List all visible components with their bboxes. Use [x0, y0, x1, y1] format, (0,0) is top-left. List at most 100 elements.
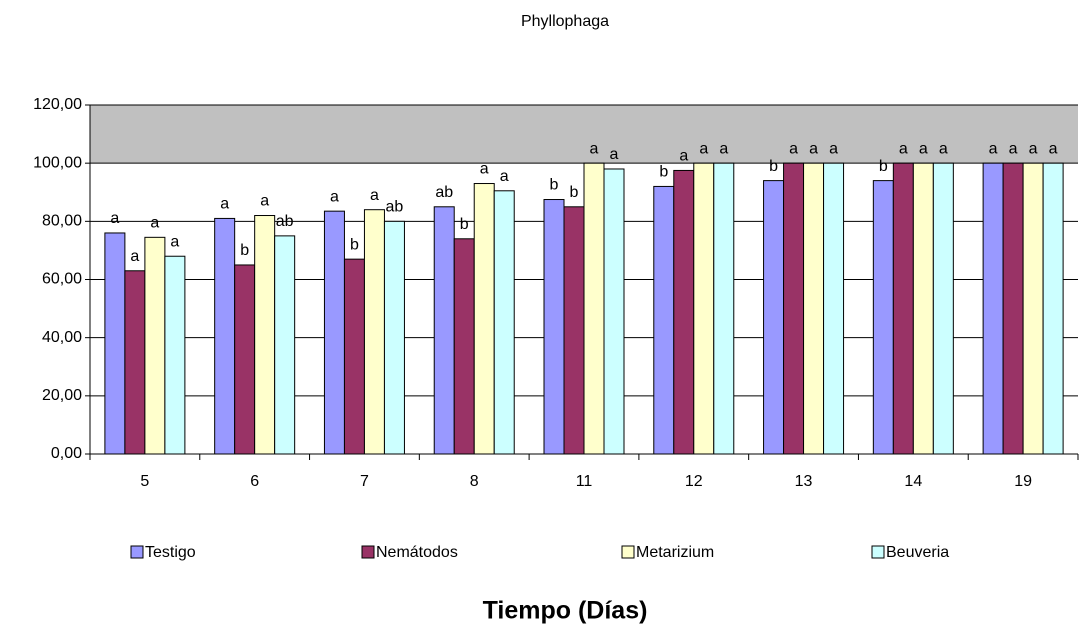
bar-annotation: b	[240, 242, 249, 259]
y-tick-label: 0,00	[51, 445, 82, 462]
x-tick-label: 13	[795, 473, 813, 490]
bar	[912, 162, 934, 455]
bar-annotation: a	[989, 140, 998, 157]
x-tick-label: 19	[1014, 473, 1032, 490]
bar-annotation: a	[899, 140, 908, 157]
x-tick-label: 14	[904, 473, 922, 490]
bar-annotation: b	[570, 184, 579, 201]
bar-annotation: a	[939, 140, 948, 157]
legend-label: Beuveria	[886, 544, 949, 561]
bar-annotation: a	[590, 140, 599, 157]
bar	[693, 162, 715, 455]
bar	[713, 162, 735, 455]
bar-annotation: b	[769, 158, 778, 175]
x-tick-label: 12	[685, 473, 703, 490]
y-tick-label: 80,00	[42, 213, 82, 230]
bar-annotation: a	[809, 140, 818, 157]
x-tick-label: 5	[140, 473, 149, 490]
bar	[363, 209, 385, 455]
bar	[274, 235, 296, 455]
legend-swatch	[361, 545, 375, 559]
bar-annotation: ab	[386, 199, 404, 216]
y-tick-label: 60,00	[42, 271, 82, 288]
y-tick-label: 40,00	[42, 329, 82, 346]
bar-annotation: b	[460, 216, 469, 233]
bar-annotation: a	[110, 210, 119, 227]
legend-label: Nemátodos	[376, 544, 458, 561]
bar	[453, 238, 475, 455]
bar	[932, 162, 954, 455]
bar-annotation: a	[150, 215, 159, 232]
plot-band	[90, 105, 1078, 164]
x-tick-label: 8	[470, 473, 479, 490]
bar-annotation: a	[330, 188, 339, 205]
bar	[493, 190, 515, 455]
bar	[653, 185, 675, 455]
legend-swatch	[871, 545, 885, 559]
bar	[583, 162, 605, 455]
x-axis-label: Tiempo (Días)	[483, 597, 648, 625]
bar	[872, 180, 894, 455]
bar	[343, 258, 365, 455]
bar	[1002, 162, 1024, 455]
bar-annotation: a	[919, 140, 928, 157]
bar-annotation: ab	[276, 213, 294, 230]
bar	[473, 183, 495, 455]
legend-label: Testigo	[145, 544, 196, 561]
bar-annotation: a	[789, 140, 798, 157]
bar	[164, 255, 186, 455]
bar-annotation: a	[1009, 140, 1018, 157]
bar	[673, 169, 695, 455]
bar	[982, 162, 1004, 455]
y-tick-label: 100,00	[33, 154, 82, 171]
legend-swatch	[621, 545, 635, 559]
bar-annotation: a	[130, 248, 139, 265]
bar-annotation: a	[480, 161, 489, 178]
bar	[124, 270, 146, 455]
bar	[763, 180, 785, 455]
bar-annotation: b	[550, 177, 559, 194]
bar-annotation: a	[829, 140, 838, 157]
bar-annotation: a	[260, 193, 269, 210]
bar	[433, 206, 455, 455]
x-tick-label: 6	[250, 473, 259, 490]
bar	[543, 199, 565, 455]
bar	[234, 264, 256, 455]
bar-annotation: a	[719, 140, 728, 157]
bar-annotation: a	[1029, 140, 1038, 157]
y-tick-label: 120,00	[33, 96, 82, 113]
bar	[1022, 162, 1044, 455]
chart-title: Phyllophaga	[521, 13, 609, 30]
bar-annotation: a	[220, 196, 229, 213]
y-tick-label: 20,00	[42, 387, 82, 404]
bar	[104, 232, 126, 455]
bar-annotation: ab	[435, 184, 453, 201]
bar	[1042, 162, 1064, 455]
x-tick-label: 7	[360, 473, 369, 490]
legend-label: Metarizium	[636, 544, 714, 561]
bar-annotation: b	[659, 164, 668, 181]
bar	[783, 162, 805, 455]
bar-annotation: a	[500, 168, 509, 185]
bar	[803, 162, 825, 455]
bar-annotation: a	[610, 146, 619, 163]
bar-annotation: a	[170, 233, 179, 250]
bar	[144, 236, 166, 455]
bar-annotation: a	[679, 148, 688, 165]
bar	[323, 210, 345, 455]
bar-annotation: b	[879, 158, 888, 175]
bar-annotation: a	[370, 187, 379, 204]
legend-swatch	[130, 545, 144, 559]
bar	[603, 168, 625, 455]
bar	[214, 217, 236, 455]
bar	[563, 206, 585, 455]
bar-annotation: a	[1049, 140, 1058, 157]
bar	[823, 162, 845, 455]
bar	[892, 162, 914, 455]
x-tick-label: 11	[576, 473, 593, 490]
bar-annotation: a	[699, 140, 708, 157]
bar-annotation: b	[350, 236, 359, 253]
bar	[254, 215, 276, 455]
